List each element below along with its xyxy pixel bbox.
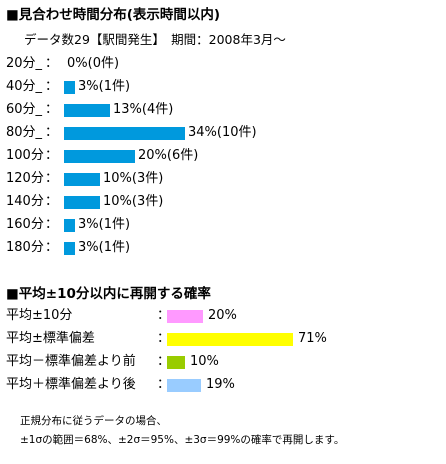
distribution-subtitle: データ数29【駅間発生】 期間：2008年3月～ <box>24 32 286 47</box>
footnote-line-2: ±1σの範囲＝68%、±2σ＝95%、±3σ＝99%の確率で再開します。 <box>20 434 345 446</box>
category-separator: ： <box>45 125 59 140</box>
value-label: 19% <box>206 377 235 392</box>
value-label: 3%(1件) <box>78 240 131 255</box>
category-label: 平均±10分 <box>6 308 73 323</box>
distribution-bar <box>64 219 75 232</box>
category-label: 100分 <box>6 148 44 163</box>
category-separator: ： <box>45 217 59 232</box>
category-separator: ： <box>45 79 59 94</box>
value-label: 20% <box>208 308 237 323</box>
value-label: 10%(3件) <box>103 194 164 209</box>
category-separator: ： <box>45 240 59 255</box>
category-label: 140分 <box>6 194 44 209</box>
probability-bar <box>167 356 185 369</box>
value-label: 10%(3件) <box>103 171 164 186</box>
category-separator: ： <box>157 308 171 323</box>
value-label: 3%(1件) <box>78 79 131 94</box>
probability-title: ■平均±10分以内に再開する確率 <box>6 286 211 302</box>
category-separator: ： <box>157 331 171 346</box>
category-label: 160分 <box>6 217 44 232</box>
category-separator: ： <box>157 377 171 392</box>
category-separator: ： <box>45 148 59 163</box>
distribution-bar <box>64 150 135 163</box>
category-label: 平均±標準偏差 <box>6 331 95 346</box>
value-label: 10% <box>190 354 219 369</box>
category-label: 120分 <box>6 171 44 186</box>
category-separator: ： <box>157 354 171 369</box>
category-label: 180分 <box>6 240 44 255</box>
distribution-bar <box>64 196 100 209</box>
distribution-bar <box>64 81 75 94</box>
category-separator: ： <box>45 56 59 71</box>
value-label: 3%(1件) <box>78 217 131 232</box>
distribution-bar <box>64 242 75 255</box>
category-label: 80分_ <box>6 125 43 140</box>
category-label: 平均－標準偏差より前 <box>6 354 136 369</box>
distribution-bar <box>64 104 110 117</box>
category-label: 60分_ <box>6 102 43 117</box>
distribution-title: ■見合わせ時間分布(表示時間以内) <box>6 7 221 23</box>
probability-bar <box>167 310 203 323</box>
category-separator: ： <box>45 102 59 117</box>
category-separator: ： <box>45 194 59 209</box>
category-label: 40分_ <box>6 79 43 94</box>
footnote-line-1: 正規分布に従うデータの場合、 <box>20 415 167 427</box>
value-label: 0%(0件) <box>67 56 120 71</box>
category-label: 平均＋標準偏差より後 <box>6 377 136 392</box>
probability-bar <box>167 379 201 392</box>
value-label: 20%(6件) <box>138 148 199 163</box>
value-label: 34%(10件) <box>188 125 257 140</box>
value-label: 13%(4件) <box>113 102 174 117</box>
category-separator: ： <box>45 171 59 186</box>
probability-bar <box>167 333 293 346</box>
category-label: 20分_ <box>6 56 43 71</box>
distribution-bar <box>64 173 100 186</box>
value-label: 71% <box>298 331 327 346</box>
distribution-bar <box>64 127 185 140</box>
